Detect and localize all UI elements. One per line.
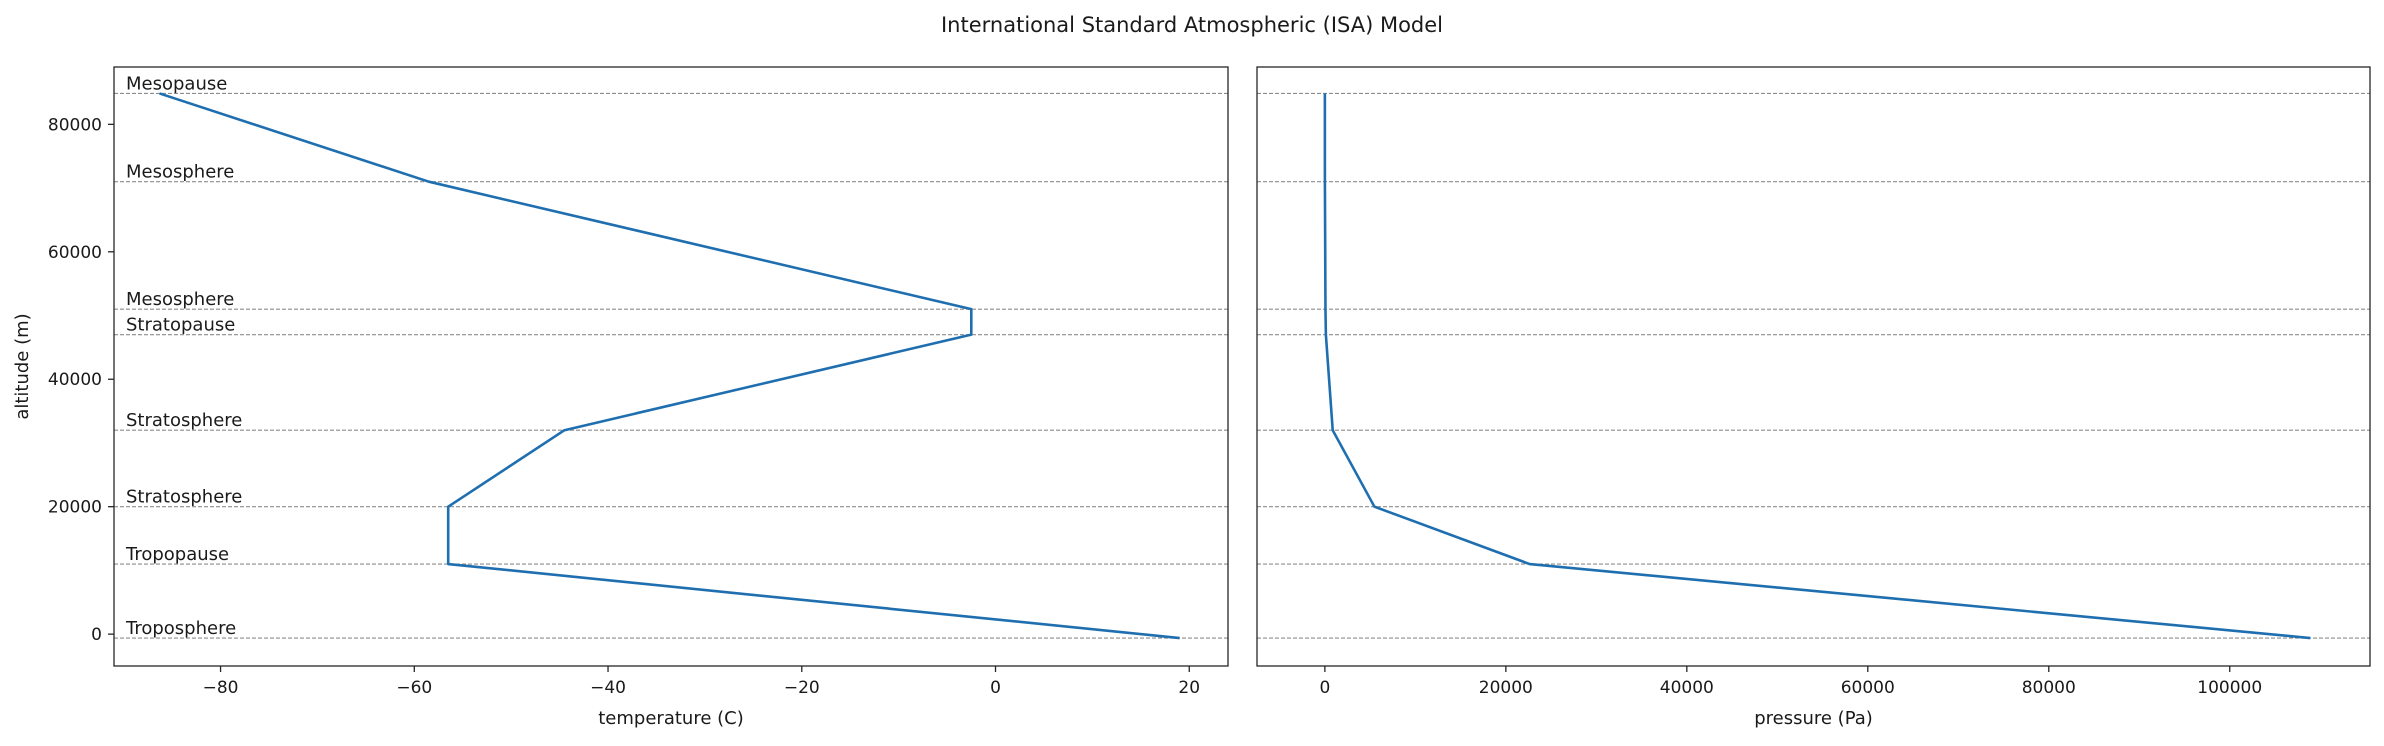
y-axis-label: altitude (m) [12,313,33,419]
x-tick-label: 100000 [2197,678,2262,698]
axes-frame [113,66,1229,667]
axes-frame [1256,66,2371,667]
layer-label: Mesosphere [126,289,234,310]
pressure-panel: 0 20000 40000 60000 80000 100000 pressure (Pa) [1256,66,2371,729]
y-tick-label: 0 [91,625,102,645]
y-tick-label: 20000 [48,498,102,518]
x-tick-label: 20 [1178,678,1200,698]
layer-label: Troposphere [125,618,236,639]
x-tick-label: 40000 [1660,678,1714,698]
layer-label: Stratopause [126,315,235,336]
layer-label: Mesopause [126,73,227,94]
layer-label: Mesosphere [126,162,234,183]
x-axis-label: pressure (Pa) [1754,708,1873,729]
x-tick-label: 60000 [1841,678,1895,698]
figure-title: International Standard Atmospheric (ISA)… [941,13,1443,37]
x-tick-label: −20 [784,678,820,698]
series-line [1323,93,2311,640]
y-tick-label: 60000 [48,243,102,263]
x-axis-label: temperature (C) [598,708,743,729]
y-tick-label: 40000 [48,370,102,390]
layer-label: Tropopause [125,544,229,565]
y-tick-label: 80000 [48,115,102,135]
layer-label: Stratosphere [126,410,242,431]
x-tick-label: −40 [590,678,626,698]
x-tick-label: 20000 [1479,678,1533,698]
x-tick-label: 0 [990,678,1001,698]
x-tick-label: 0 [1319,678,1330,698]
series-line [159,92,1180,640]
x-tick-label: 80000 [2022,678,2076,698]
temperature-panel: Troposphere Tropopause Stratosphere Stratos… [12,66,1229,729]
layer-label: Stratosphere [126,487,242,508]
x-tick-label: −80 [203,678,239,698]
x-tick-label: −60 [396,678,432,698]
